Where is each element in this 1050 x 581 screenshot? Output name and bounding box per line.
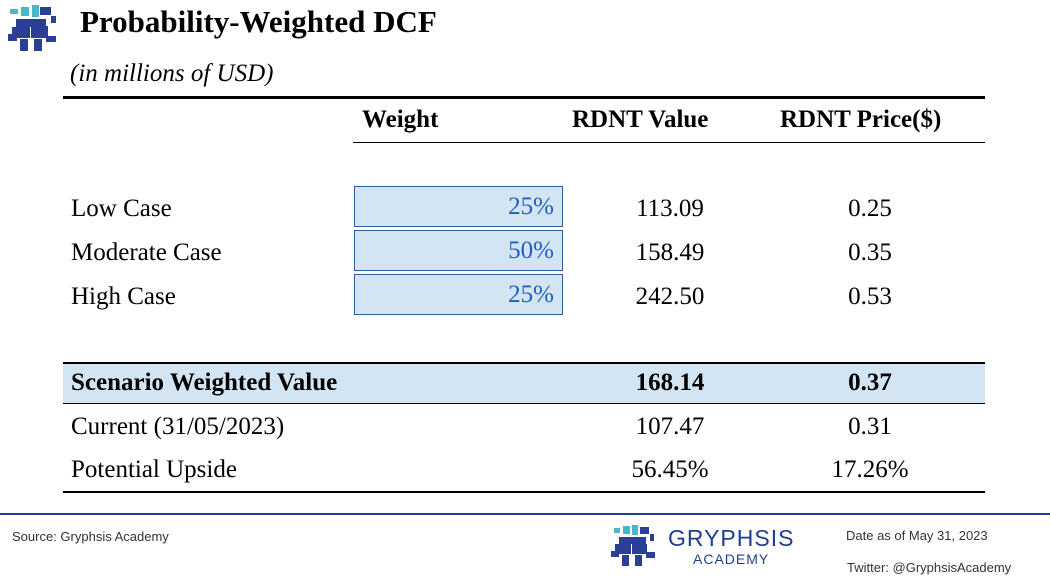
current-label: Current (31/05/2023) <box>71 413 285 440</box>
high-case-weight-value: 25% <box>508 281 554 308</box>
moderate-case-rdnt-value: 158.49 <box>635 239 705 266</box>
footer-brand-name: GRYPHSIS <box>668 525 795 551</box>
page-subtitle: (in millions of USD) <box>70 60 274 87</box>
low-case-weight-value: 25% <box>508 193 554 220</box>
gryphon-logo-icon <box>610 524 658 572</box>
current-rdnt-price: 0.31 <box>848 413 892 440</box>
potential-upside-rdnt-value: 56.45% <box>631 456 709 483</box>
moderate-case-rdnt-price: 0.35 <box>848 239 892 266</box>
gryphon-logo-icon <box>6 4 60 58</box>
high-case-rdnt-price: 0.53 <box>848 283 892 310</box>
footer-brand-subtitle: ACADEMY <box>693 551 770 567</box>
top-divider <box>63 96 985 99</box>
moderate-case-weight-value: 50% <box>508 237 554 264</box>
twitter-handle[interactable]: Twitter: @GryphsisAcademy <box>847 560 1012 575</box>
rdnt-price-column-header: RDNT Price($) <box>780 106 942 133</box>
footer-divider <box>0 513 1050 515</box>
high-case-label: High Case <box>71 283 176 310</box>
date-text: Date as of May 31, 2023 <box>846 528 988 543</box>
weight-column-header: Weight <box>362 106 439 133</box>
high-case-rdnt-value: 242.50 <box>635 283 705 310</box>
scenario-weighted-rdnt-price: 0.37 <box>848 369 892 396</box>
potential-upside-label: Potential Upside <box>71 456 237 483</box>
table-bottom-divider <box>63 491 985 493</box>
rdnt-value-column-header: RDNT Value <box>572 106 709 133</box>
page-title: Probability-Weighted DCF <box>80 4 437 39</box>
low-case-rdnt-price: 0.25 <box>848 195 892 222</box>
moderate-case-weight-cell[interactable]: 50% <box>354 230 563 271</box>
low-case-label: Low Case <box>71 195 172 222</box>
low-case-weight-cell[interactable]: 25% <box>354 186 563 227</box>
current-rdnt-value: 107.47 <box>635 413 705 440</box>
moderate-case-label: Moderate Case <box>71 239 222 266</box>
header-divider <box>353 142 985 144</box>
scenario-weighted-label: Scenario Weighted Value <box>71 369 338 396</box>
scenario-weighted-rdnt-value: 168.14 <box>635 369 705 396</box>
high-case-weight-cell[interactable]: 25% <box>354 274 563 315</box>
scenario-weighted-row <box>63 362 985 404</box>
potential-upside-rdnt-price: 17.26% <box>831 456 909 483</box>
low-case-rdnt-value: 113.09 <box>636 195 704 222</box>
source-text: Source: Gryphsis Academy <box>12 529 169 544</box>
